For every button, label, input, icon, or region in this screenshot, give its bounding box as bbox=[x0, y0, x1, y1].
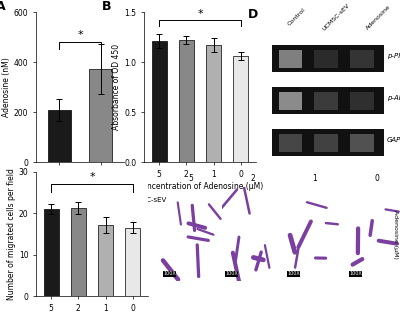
Bar bbox=[314, 50, 338, 68]
Text: 1: 1 bbox=[313, 173, 317, 183]
Text: 2: 2 bbox=[251, 173, 255, 183]
Bar bbox=[152, 41, 166, 162]
Bar bbox=[98, 225, 113, 296]
Text: 5: 5 bbox=[188, 173, 194, 183]
Bar bbox=[314, 134, 338, 152]
Bar bbox=[272, 87, 384, 114]
Bar bbox=[234, 56, 248, 162]
Bar bbox=[48, 110, 70, 162]
Text: 100X: 100X bbox=[287, 271, 300, 276]
Text: D: D bbox=[248, 8, 258, 21]
Bar bbox=[126, 228, 140, 296]
Text: +: + bbox=[98, 197, 104, 206]
Y-axis label: Absorbance of OD 450: Absorbance of OD 450 bbox=[112, 44, 122, 130]
Bar bbox=[206, 46, 221, 162]
Bar bbox=[278, 50, 302, 68]
Bar bbox=[90, 69, 112, 162]
Bar bbox=[179, 41, 194, 162]
Bar bbox=[272, 46, 384, 72]
Bar bbox=[314, 92, 338, 110]
Text: +: + bbox=[56, 183, 62, 193]
Text: 100X: 100X bbox=[349, 271, 362, 276]
Text: Control: Control bbox=[286, 7, 306, 27]
Text: 100X: 100X bbox=[225, 271, 238, 276]
Text: AMP: AMP bbox=[126, 183, 141, 189]
Text: UCMSC-sEV: UCMSC-sEV bbox=[321, 3, 350, 32]
Bar bbox=[350, 92, 374, 110]
Text: 100X: 100X bbox=[163, 271, 176, 276]
Text: p-AKT: p-AKT bbox=[387, 95, 400, 101]
Text: Adenosine (μM): Adenosine (μM) bbox=[393, 210, 398, 258]
Text: 0: 0 bbox=[374, 173, 380, 183]
Bar bbox=[350, 50, 374, 68]
Text: *: * bbox=[89, 173, 95, 183]
Text: +: + bbox=[98, 183, 104, 193]
X-axis label: Concentration of Adenosine (μM): Concentration of Adenosine (μM) bbox=[137, 182, 263, 191]
Text: GAPDH: GAPDH bbox=[387, 137, 400, 143]
Text: *: * bbox=[197, 9, 203, 19]
Text: B: B bbox=[102, 1, 111, 13]
Text: p-PI3K: p-PI3K bbox=[387, 53, 400, 59]
Bar bbox=[71, 208, 86, 296]
Text: Adenosine: Adenosine bbox=[365, 4, 391, 31]
Bar bbox=[278, 134, 302, 152]
Text: A: A bbox=[0, 1, 6, 13]
Text: UCMSC-sEV: UCMSC-sEV bbox=[126, 197, 166, 203]
Bar bbox=[278, 92, 302, 110]
Text: *: * bbox=[77, 31, 83, 41]
Bar bbox=[272, 129, 384, 156]
Y-axis label: Number of migrated cells per field: Number of migrated cells per field bbox=[7, 168, 16, 300]
Bar bbox=[44, 209, 58, 296]
Bar bbox=[350, 134, 374, 152]
Text: −: − bbox=[56, 197, 62, 206]
Y-axis label: Adenosine (nM): Adenosine (nM) bbox=[2, 57, 11, 117]
